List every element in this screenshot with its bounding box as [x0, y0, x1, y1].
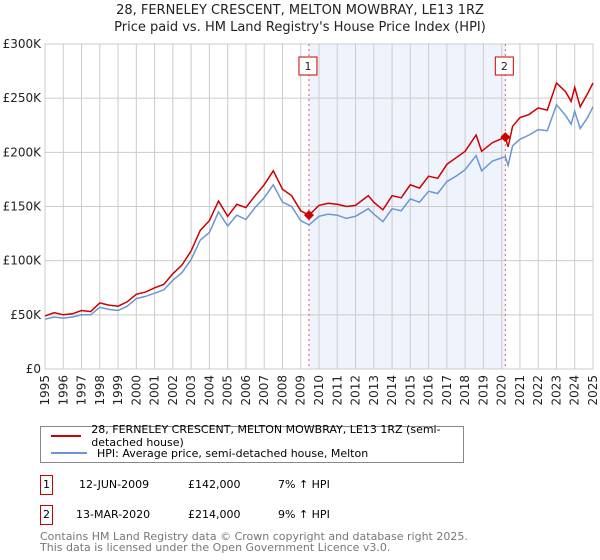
footer-line1: Contains HM Land Registry data © Crown c… — [40, 530, 468, 543]
x-tick-label: 2005 — [221, 375, 235, 406]
x-tick-label: 2016 — [422, 375, 436, 406]
x-tick-label: 2022 — [531, 375, 545, 406]
x-tick-label: 2023 — [549, 375, 563, 406]
sale-date: 12-JUN-2009 — [79, 478, 150, 491]
x-tick-label: 2012 — [349, 375, 363, 406]
x-tick-label: 2010 — [312, 375, 326, 406]
y-tick-label: £100K — [3, 254, 43, 268]
sale-label: 2 — [501, 60, 508, 73]
price-chart: £0 £50K £100K £150K £200K £250K £300K 1995 1996 1… — [3, 37, 600, 406]
x-tick-label: 2007 — [257, 375, 271, 406]
x-tick-label: 2015 — [403, 375, 417, 406]
x-tick-label: 2017 — [440, 375, 454, 406]
x-tick-label: 2003 — [184, 375, 198, 406]
y-tick-label: £250K — [3, 91, 43, 105]
x-tick-label: 2019 — [476, 375, 490, 406]
sale-marker-badge: 1 — [40, 475, 53, 495]
x-tick-label: 2002 — [166, 375, 180, 406]
sale-marker-badge: 2 — [40, 505, 53, 525]
y-tick-label: £0 — [26, 362, 41, 376]
property-price-line — [44, 81, 594, 317]
sale-label-box — [494, 56, 514, 76]
x-tick-label: 2001 — [148, 375, 162, 406]
sale-date: 13-MAR-2020 — [76, 508, 151, 521]
x-tick-label: 2000 — [129, 375, 143, 406]
x-tick-label: 2011 — [330, 375, 344, 406]
footer: Contains HM Land Registry data © Crown c… — [40, 531, 468, 553]
sale-price: £142,000 — [188, 478, 241, 491]
x-tick-label: 2021 — [513, 375, 527, 406]
x-tick-label: 2009 — [294, 375, 308, 406]
y-tick-label: £300K — [3, 37, 43, 51]
x-tick-label: 2006 — [239, 375, 253, 406]
x-tick-label: 1997 — [75, 375, 89, 406]
sale-point-marker — [500, 132, 511, 143]
x-tick-label: 1999 — [111, 375, 125, 406]
footer-line2: This data is licensed under the Open Gov… — [40, 541, 391, 554]
sale-label-box — [298, 56, 318, 76]
legend-hpi-swatch — [51, 452, 87, 454]
x-tick-label: 2004 — [202, 375, 216, 406]
y-tick-label: £150K — [3, 200, 43, 214]
x-tick-label: 2020 — [495, 375, 509, 406]
sale-price: £214,000 — [188, 508, 241, 521]
sale-hpi-diff: 9% ↑ HPI — [278, 508, 330, 521]
x-tick-label: 1995 — [38, 375, 52, 406]
legend: 28, FERNELEY CRESCENT, MELTON MOWBRAY, L… — [40, 423, 464, 463]
sale-point-marker — [303, 210, 314, 221]
x-tick-label: 2008 — [275, 375, 289, 406]
chart-title-line2: Price paid vs. HM Land Registry's House … — [114, 20, 486, 35]
x-tick-label: 1996 — [56, 375, 70, 406]
plot-frame — [44, 43, 594, 370]
x-tick-label: 2014 — [385, 375, 399, 406]
x-tick-label: 2025 — [586, 375, 600, 406]
x-tick-label: 2024 — [568, 375, 582, 406]
hpi-line — [44, 103, 594, 320]
x-tick-label: 2013 — [367, 375, 381, 406]
y-tick-label: £50K — [10, 308, 42, 322]
legend-property-label: 28, FERNELEY CRESCENT, MELTON MOWBRAY, L… — [91, 423, 441, 449]
legend-hpi-label: HPI: Average price, semi-detached house,… — [97, 446, 369, 460]
sale-hpi-diff: 7% ↑ HPI — [278, 478, 330, 491]
x-tick-label: 2018 — [458, 375, 472, 406]
legend-property-swatch — [51, 435, 82, 437]
chart-title-line1: 28, FERNELEY CRESCENT, MELTON MOWBRAY, L… — [116, 3, 484, 18]
x-tick-label: 1998 — [93, 375, 107, 406]
sale-label: 1 — [304, 60, 311, 73]
y-tick-label: £200K — [3, 145, 43, 159]
